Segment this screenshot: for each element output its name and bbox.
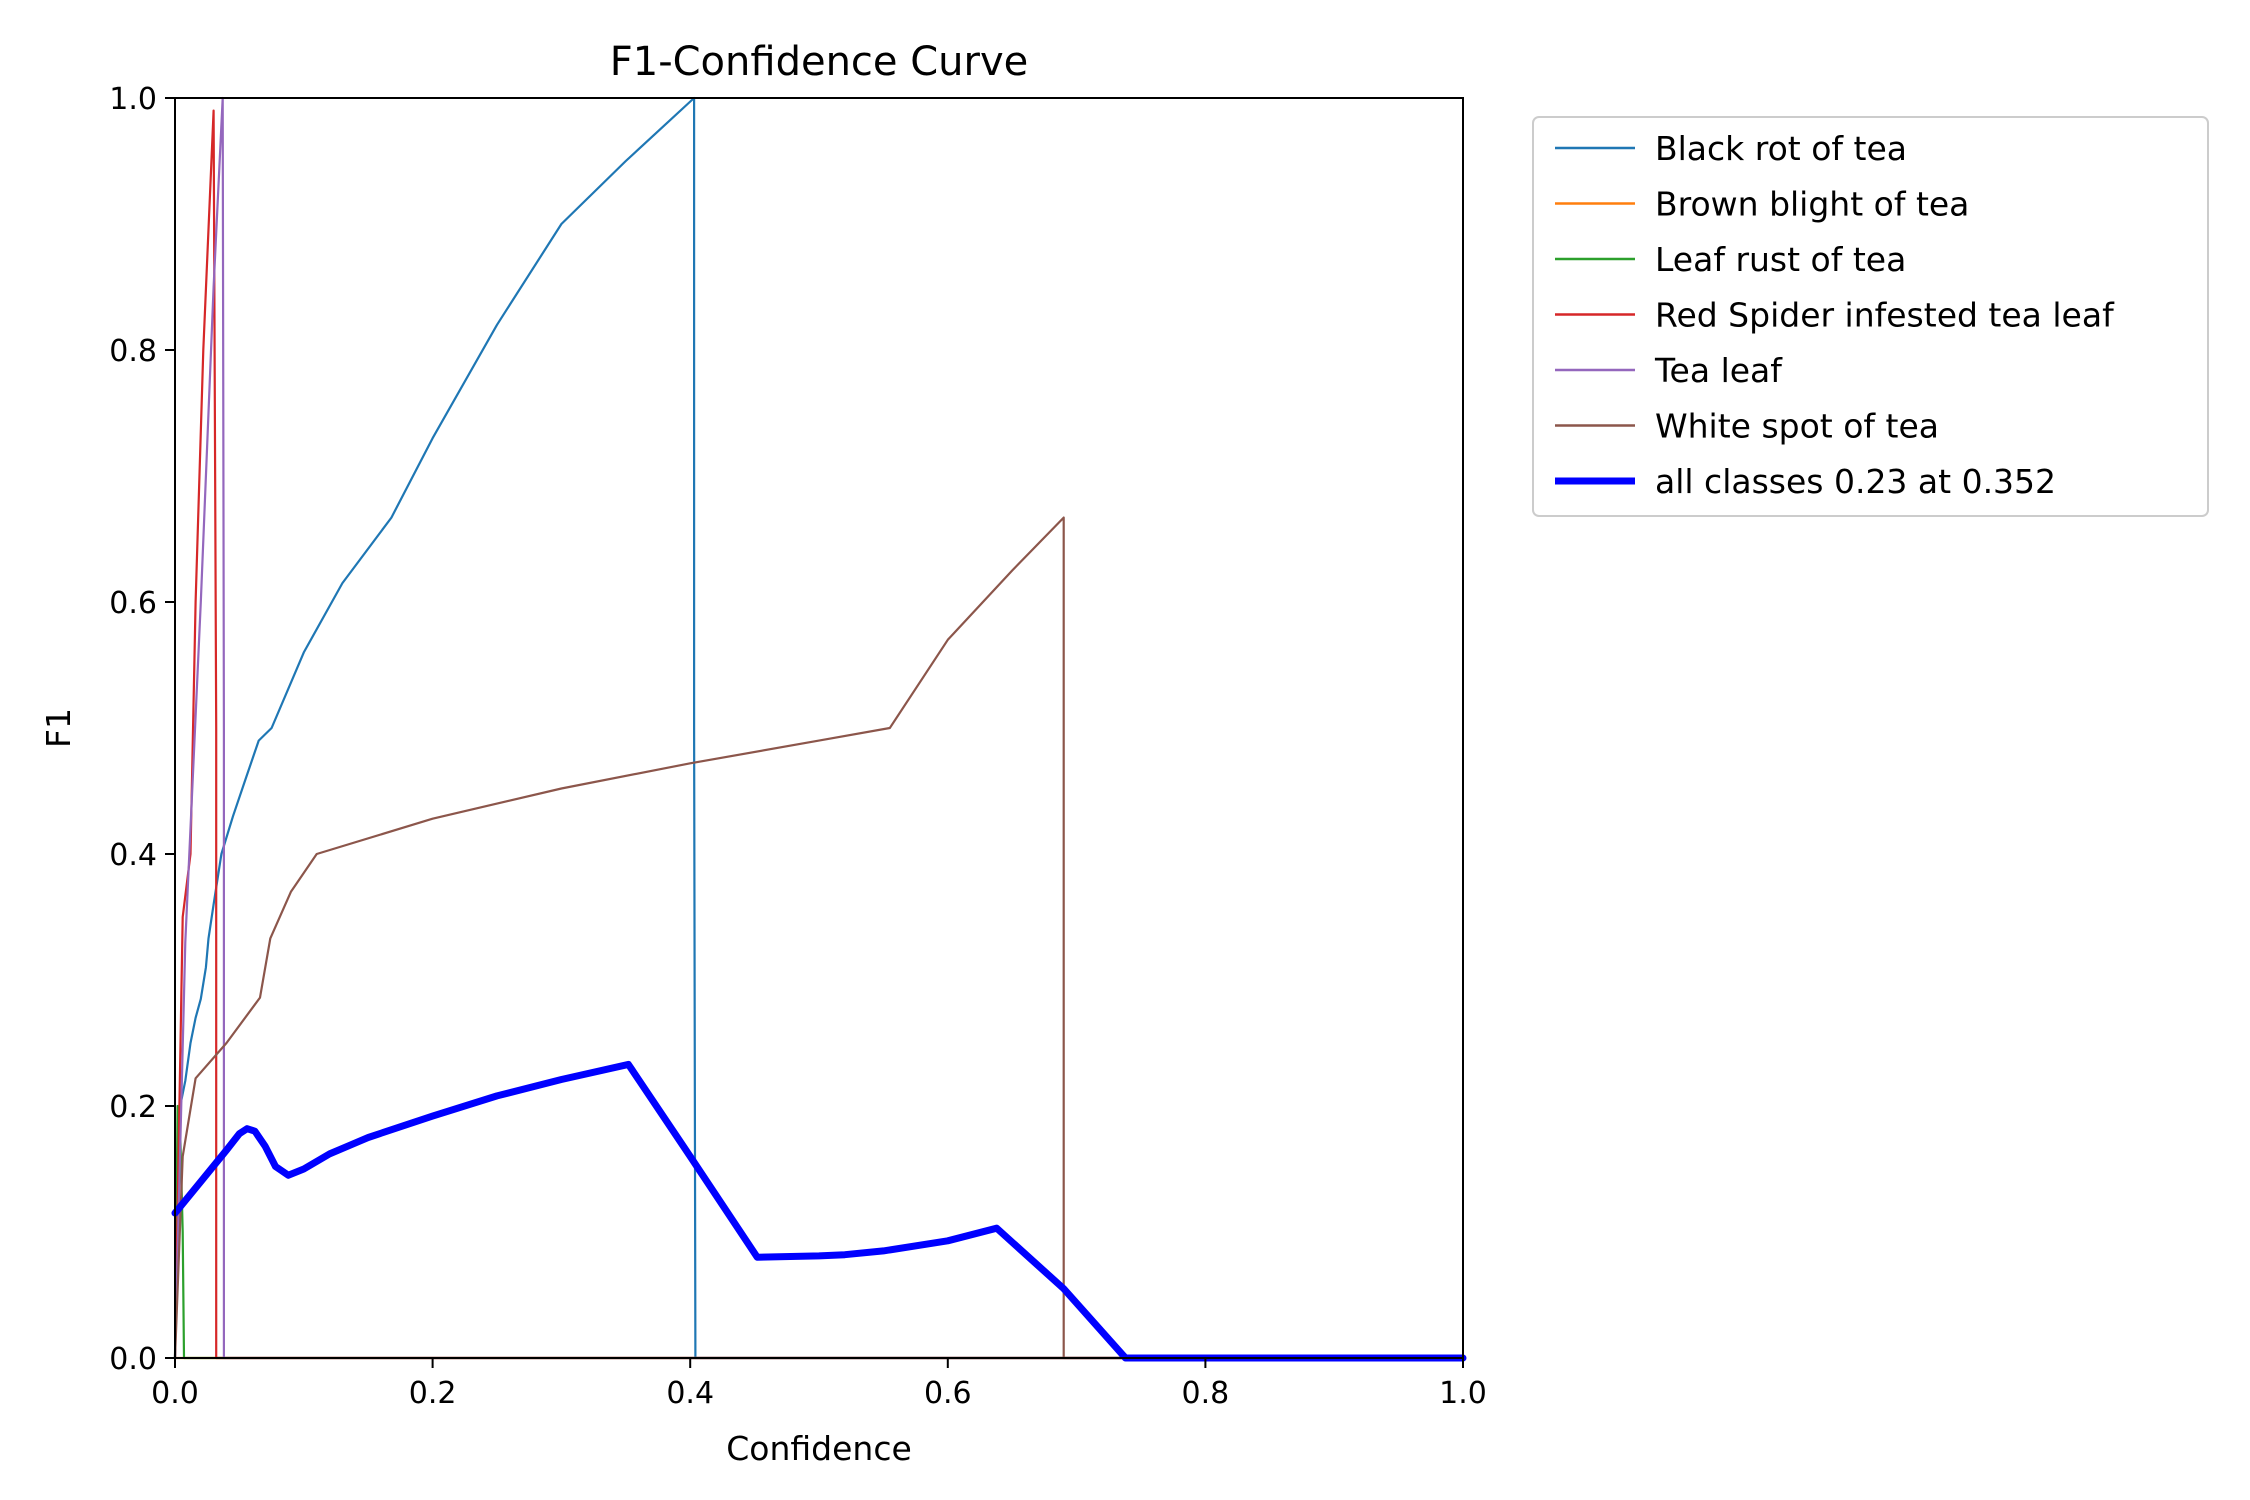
legend: Black rot of tea Brown blight of tea Leaf …	[1532, 116, 2209, 517]
y-axis: 0.0 0.2 0.4 0.6 0.8 1.0	[109, 82, 175, 1377]
plot-area	[171, 96, 1467, 1362]
series-line-red-spider-infested-tea-leaf	[173, 109, 1465, 1360]
x-tick-label: 0.4	[666, 1376, 714, 1411]
plot-background	[175, 98, 1463, 1358]
legend-label: all classes 0.23 at 0.352	[1655, 462, 2056, 501]
x-tick-label: 0.8	[1182, 1376, 1230, 1411]
x-tick-label: 0.6	[924, 1376, 972, 1411]
legend-box	[1532, 116, 2209, 517]
x-tick-label: 0.0	[151, 1376, 199, 1411]
x-tick-label: 1.0	[1439, 1376, 1487, 1411]
y-tick-label: 0.0	[109, 1342, 157, 1377]
y-tick-label: 0.4	[109, 838, 157, 873]
series-line-tea-leaf	[173, 96, 1465, 1360]
series-line-all-classes-0-23-at-0-352	[171, 1060, 1467, 1362]
legend-label: Brown blight of tea	[1655, 185, 1969, 224]
y-tick-label: 0.8	[109, 334, 157, 369]
y-tick-label: 0.2	[109, 1090, 157, 1125]
legend-label: White spot of tea	[1655, 407, 1939, 446]
x-axis: 0.0 0.2 0.4 0.6 0.8 1.0	[151, 1358, 1487, 1411]
series-line-black-rot-of-tea	[173, 96, 1465, 1360]
x-axis-label: Confidence	[726, 1429, 912, 1468]
legend-label: Leaf rust of tea	[1655, 240, 1906, 279]
legend-items: Black rot of tea Brown blight of tea Leaf …	[1555, 129, 2115, 501]
x-tick-label: 0.2	[409, 1376, 457, 1411]
plot-frame	[174, 97, 1464, 1359]
y-axis-label: F1	[39, 708, 78, 748]
y-tick-label: 1.0	[109, 82, 157, 117]
legend-label: Black rot of tea	[1655, 129, 1907, 168]
y-tick-label: 0.6	[109, 586, 157, 621]
chart-title: F1-Confidence Curve	[610, 39, 1029, 85]
legend-label: Red Spider infested tea leaf	[1655, 296, 2115, 335]
legend-label: Tea leaf	[1654, 351, 1783, 390]
series-line-white-spot-of-tea	[173, 516, 1465, 1360]
